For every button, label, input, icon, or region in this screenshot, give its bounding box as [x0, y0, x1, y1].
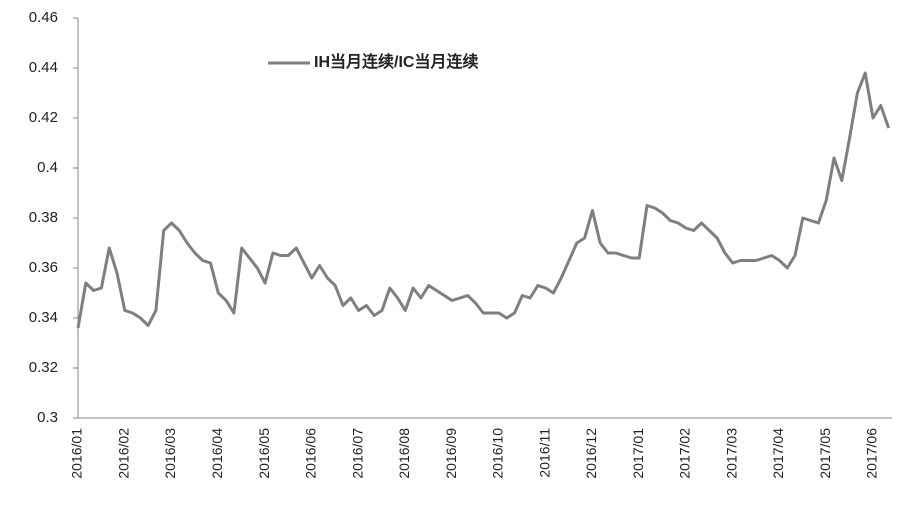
x-tick-label: 2017/02: [677, 428, 693, 479]
y-tick-label: 0.46: [29, 9, 58, 26]
x-tick-label: 2016/05: [256, 428, 272, 479]
y-tick-label: 0.38: [29, 209, 58, 226]
x-tick-label: 2016/11: [536, 428, 552, 478]
y-tick-label: 0.44: [29, 59, 58, 76]
legend-label: IH当月连续/IC当月连续: [314, 52, 478, 71]
x-tick-label: 2017/04: [770, 428, 786, 479]
x-tick-label: 2016/09: [443, 428, 459, 479]
x-tick-label: 2016/10: [490, 428, 506, 479]
x-tick-label: 2016/07: [349, 428, 365, 479]
x-tick-label: 2017/01: [630, 428, 646, 479]
x-tick-label: 2016/02: [115, 428, 131, 479]
y-tick-label: 0.42: [29, 109, 58, 126]
x-tick-label: 2016/06: [303, 428, 319, 479]
y-tick-label: 0.3: [37, 409, 58, 426]
y-tick-label: 0.4: [37, 159, 58, 176]
x-tick-label: 2016/04: [209, 428, 225, 479]
y-tick-label: 0.32: [29, 359, 58, 376]
x-tick-label: 2017/05: [817, 428, 833, 479]
x-tick-label: 2016/08: [396, 428, 412, 479]
x-tick-label: 2017/03: [723, 428, 739, 479]
y-tick-label: 0.36: [29, 259, 58, 276]
x-tick-label: 2016/12: [583, 428, 599, 479]
x-tick-label: 2016/01: [69, 428, 85, 479]
data-line: [76, 71, 891, 329]
x-tick-label: 2017/06: [864, 428, 880, 479]
x-tick-label: 2016/03: [162, 428, 178, 479]
y-tick-label: 0.34: [29, 309, 58, 326]
